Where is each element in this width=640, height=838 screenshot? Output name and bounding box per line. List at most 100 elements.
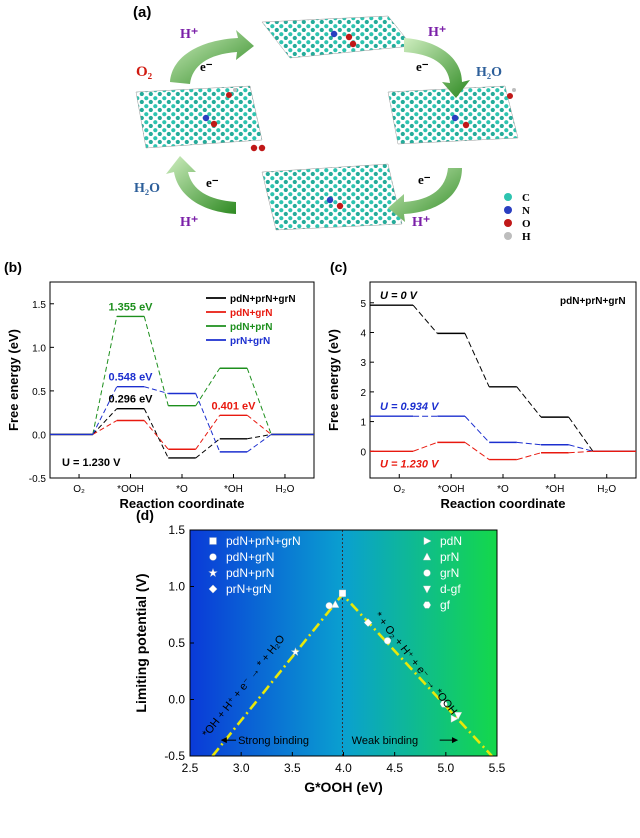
legend-marker bbox=[208, 584, 218, 594]
annotation-0-401: 0.401 eV bbox=[211, 400, 256, 412]
connector bbox=[246, 414, 272, 435]
y-tick-label: 1.5 bbox=[168, 523, 185, 537]
e-minus-label-2: e⁻ bbox=[416, 59, 429, 74]
x-axis-label: G*OOH (eV) bbox=[304, 779, 383, 795]
x-tick-label: *OOH bbox=[438, 484, 465, 495]
legend-atom-n-label: N bbox=[522, 205, 530, 217]
legend-entry: d-gf bbox=[440, 582, 461, 596]
x-tick-label: *O bbox=[176, 484, 188, 495]
connector bbox=[195, 414, 221, 450]
e-minus-label-1: e⁻ bbox=[200, 59, 213, 74]
legend-entry: pdN+prN+grN bbox=[226, 534, 301, 548]
connector bbox=[516, 386, 542, 418]
x-tick-label: 4.0 bbox=[335, 761, 352, 775]
data-point-d-gf bbox=[454, 712, 463, 720]
panel-c-label: (c) bbox=[330, 259, 347, 275]
potential-label: U = 0.934 V bbox=[380, 401, 440, 413]
legend-marker bbox=[423, 536, 432, 546]
annotation-0-548: 0.548 eV bbox=[108, 372, 153, 384]
data-point-pdn bbox=[450, 714, 459, 723]
legend-entry: pdN+prN bbox=[230, 322, 273, 333]
y-tick-label: 1 bbox=[360, 418, 366, 429]
legend-entry: pdN+grN bbox=[230, 308, 273, 319]
graphene-sheet-top bbox=[261, 15, 413, 59]
graphene-sheet-left bbox=[135, 85, 266, 152]
legend-marker bbox=[208, 567, 218, 578]
connector bbox=[92, 386, 118, 435]
x-tick-label: *OOH bbox=[117, 484, 144, 495]
legend-entry: prN+grN bbox=[226, 582, 272, 596]
legend-atom-c-label: C bbox=[522, 192, 530, 204]
legend-entry: grN bbox=[440, 566, 459, 580]
connector bbox=[246, 434, 272, 453]
y-tick-label: 3 bbox=[360, 358, 366, 369]
panel-a-schematic: (a) bbox=[133, 4, 531, 243]
data-point-prn-grn bbox=[363, 618, 373, 627]
data-point-prn bbox=[331, 600, 340, 608]
y-tick-label: 5 bbox=[360, 299, 366, 310]
connector bbox=[568, 450, 593, 454]
legend-atom-n-icon bbox=[504, 206, 512, 214]
x-tick-label: 5.0 bbox=[437, 761, 454, 775]
legend-entry: gf bbox=[440, 598, 451, 612]
x-tick-label: 3.0 bbox=[233, 761, 250, 775]
y-axis-label: Free energy (eV) bbox=[6, 329, 21, 431]
x-axis-label: Reaction coordinate bbox=[441, 496, 566, 511]
connector bbox=[516, 452, 542, 461]
connector bbox=[464, 333, 490, 388]
legend-marker bbox=[209, 553, 217, 561]
h-plus-label-3: H⁺ bbox=[412, 215, 430, 230]
connector bbox=[143, 316, 169, 406]
data-point-pdn-prn-grn bbox=[338, 589, 346, 597]
series-3 bbox=[50, 386, 314, 453]
annotation-0-296: 0.296 eV bbox=[108, 394, 153, 406]
legend-entry: pdN+prN+grN bbox=[230, 294, 296, 305]
legend-atom-o-icon bbox=[504, 219, 512, 227]
x-tick-label: H₂O bbox=[276, 484, 295, 495]
y-tick-label: -0.5 bbox=[164, 749, 185, 763]
connector bbox=[92, 316, 118, 435]
legend-atom-h-icon bbox=[504, 232, 512, 240]
y-tick-label: 1.0 bbox=[32, 343, 46, 354]
y-tick-label: 0.0 bbox=[32, 430, 46, 441]
x-axis-label: Reaction coordinate bbox=[120, 496, 245, 511]
legend-marker bbox=[209, 537, 217, 545]
potential-label: U = 1.230 V bbox=[380, 458, 440, 470]
legend-entry: prN bbox=[440, 550, 459, 564]
legend-entry: pdN+prN bbox=[226, 566, 274, 580]
connector bbox=[568, 444, 594, 452]
series-1 bbox=[50, 414, 314, 450]
panel-b-label: (b) bbox=[4, 259, 22, 275]
graphene-sheet-right bbox=[387, 85, 519, 145]
connector bbox=[568, 416, 594, 452]
series-2 bbox=[50, 315, 314, 436]
legend-marker bbox=[422, 552, 432, 561]
o2-label: O₂ bbox=[136, 64, 153, 80]
legend-entry: prN+grN bbox=[230, 336, 270, 347]
weak-binding-label: Weak binding bbox=[352, 735, 418, 747]
x-tick-label: *OH bbox=[545, 484, 564, 495]
x-tick-label: 5.5 bbox=[489, 761, 506, 775]
legend-atom-h-label: H bbox=[522, 231, 531, 243]
connector bbox=[246, 368, 272, 435]
y-tick-label: 0 bbox=[360, 447, 366, 458]
connector bbox=[412, 304, 438, 334]
panel-c-chart: (c) 0 1 2 3 4 5 O₂ *OOH *O *OH H₂O Reaction coordina… bbox=[326, 259, 637, 511]
panel-b-chart: (b) -0.5 0.0 0.5 1.0 1.5 O₂ *OOH *O *OH H₂O Reactio… bbox=[4, 259, 315, 511]
series-1 bbox=[370, 415, 636, 452]
series-0 bbox=[50, 407, 314, 459]
y-axis-label: Free energy (eV) bbox=[326, 329, 341, 431]
legend-marker bbox=[422, 585, 432, 594]
potential-label: U = 0 V bbox=[380, 290, 419, 302]
panel-d-chart: (d) 2.5 3.0 3.5 4.0 4.5 5.0 5.5 -0.5 0.0 0.5 1.0 1.5… bbox=[133, 507, 506, 795]
connector bbox=[464, 441, 490, 460]
connector bbox=[195, 438, 221, 459]
x-tick-label: H₂O bbox=[597, 484, 616, 495]
system-label: pdN+prN+grN bbox=[560, 296, 626, 307]
h2o-label-left: H₂O bbox=[134, 181, 160, 196]
series-2 bbox=[370, 441, 636, 461]
y-tick-label: -0.5 bbox=[29, 474, 47, 485]
x-tick-label: 4.5 bbox=[386, 761, 403, 775]
y-axis-label: Limiting potential (V) bbox=[133, 573, 149, 712]
